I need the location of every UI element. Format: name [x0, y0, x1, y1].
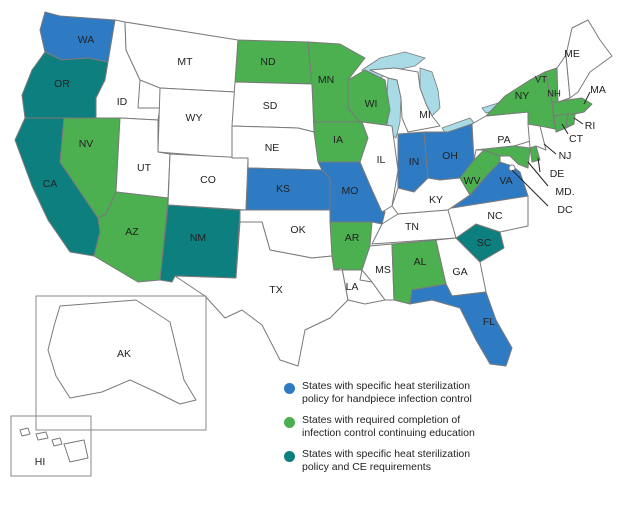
- label-sc: SC: [477, 237, 492, 249]
- state-ri: [565, 113, 576, 129]
- state-dc: [508, 164, 516, 172]
- leader-lines: [511, 91, 591, 207]
- legend-item-heat-policy: States with specific heat sterilization …: [284, 380, 484, 406]
- label-in: IN: [409, 156, 420, 168]
- state-nj: [527, 123, 547, 151]
- label-me: ME: [564, 48, 580, 60]
- state-mi: [369, 67, 441, 133]
- state-wv: [459, 149, 501, 196]
- label-nm: NM: [190, 232, 206, 244]
- label-mn: MN: [318, 74, 334, 86]
- label-de: DE: [550, 168, 565, 180]
- label-sd: SD: [263, 100, 278, 112]
- label-az: AZ: [125, 226, 139, 238]
- label-dc: DC: [557, 204, 573, 216]
- legend-item-both: States with specific heat sterilization …: [284, 448, 484, 474]
- label-ak: AK: [117, 348, 131, 360]
- label-il: IL: [377, 154, 386, 166]
- state-ak: [47, 299, 197, 405]
- label-id: ID: [117, 96, 128, 108]
- state-md: [475, 145, 531, 169]
- state-tx: [174, 221, 349, 367]
- label-oh: OH: [442, 150, 458, 162]
- legend-text-heat-policy: States with specific heat sterilization …: [302, 380, 472, 405]
- label-or: OR: [54, 78, 70, 90]
- label-hi: HI: [35, 456, 46, 468]
- label-nj: NJ: [559, 150, 572, 162]
- label-ky: KY: [429, 194, 443, 206]
- legend: States with specific heat sterilization …: [284, 380, 484, 482]
- label-ca: CA: [43, 178, 58, 190]
- label-wv: WV: [464, 175, 481, 187]
- state-ma: [551, 97, 593, 117]
- label-wi: WI: [365, 98, 378, 110]
- label-nv: NV: [79, 138, 94, 150]
- legend-swatch-both: [284, 451, 295, 462]
- label-la: LA: [346, 281, 359, 293]
- legend-swatch-ce-required: [284, 417, 295, 428]
- state-fl: [409, 283, 513, 367]
- label-ma: MA: [590, 84, 606, 96]
- legend-text-ce-required: States with required completion of infec…: [302, 414, 475, 439]
- state-ct: [553, 113, 569, 133]
- label-mi: MI: [419, 109, 431, 121]
- label-nd: ND: [260, 56, 276, 68]
- label-ga: GA: [452, 266, 467, 278]
- state-me: [565, 19, 613, 99]
- label-ok: OK: [290, 224, 305, 236]
- state-il: [359, 121, 399, 213]
- label-wa: WA: [78, 34, 95, 46]
- state-ny: [485, 71, 561, 131]
- hawaii-inset-frame: [10, 415, 92, 477]
- label-pa: PA: [497, 134, 510, 146]
- legend-swatch-heat-policy: [284, 383, 295, 394]
- label-tx: TX: [269, 284, 282, 296]
- label-wy: WY: [186, 112, 203, 124]
- label-ri: RI: [585, 120, 596, 132]
- hawaii-islands: [19, 427, 89, 463]
- label-ny: NY: [515, 90, 530, 102]
- legend-text-both: States with specific heat sterilization …: [302, 448, 471, 473]
- label-md: MD.: [555, 186, 574, 198]
- label-ia: IA: [333, 134, 343, 146]
- label-co: CO: [200, 174, 216, 186]
- label-mo: MO: [342, 185, 359, 197]
- legend-item-ce-required: States with required completion of infec…: [284, 414, 484, 440]
- label-ct: CT: [569, 133, 584, 145]
- label-ms: MS: [375, 264, 391, 276]
- label-ks: KS: [276, 183, 290, 195]
- label-va: VA: [499, 175, 512, 187]
- alaska-inset-frame: [35, 295, 207, 431]
- label-nh: NH: [547, 89, 561, 100]
- label-ne: NE: [265, 142, 280, 154]
- label-nc: NC: [487, 210, 503, 222]
- label-mt: MT: [177, 56, 193, 68]
- label-fl: FL: [483, 316, 495, 328]
- state-labels: WA OR CA NV ID MT WY UT CO AZ NM ND SD N…: [35, 34, 606, 468]
- label-al: AL: [414, 256, 427, 268]
- label-vt: VT: [535, 75, 547, 86]
- label-ut: UT: [137, 162, 152, 174]
- label-ar: AR: [345, 232, 360, 244]
- label-tn: TN: [405, 221, 419, 233]
